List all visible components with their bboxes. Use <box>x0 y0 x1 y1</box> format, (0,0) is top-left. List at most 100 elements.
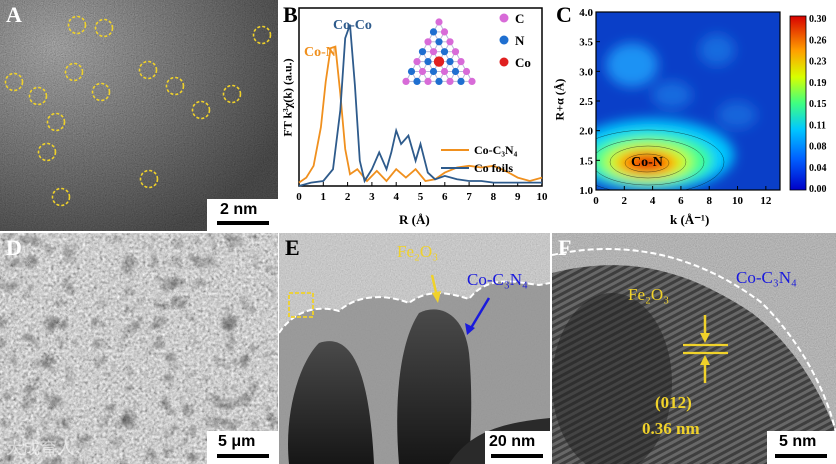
single-atom-marker <box>46 112 66 132</box>
structure-legend-dot <box>499 35 509 45</box>
colorbar-tick-label: 0.15 <box>809 99 827 110</box>
series-line-co-foils <box>298 24 542 187</box>
structure-legend-label: C <box>515 11 524 26</box>
structure-legend-dot <box>499 57 509 67</box>
peak-label-co-n: Co-N <box>304 45 336 60</box>
hrtem-image <box>552 233 836 464</box>
f-plane-label: (012) <box>655 393 692 412</box>
single-atom-marker <box>64 62 84 82</box>
x-tick-label: 4 <box>650 195 656 207</box>
panel-c-wavelet-transform: 0 2 4 6 8 10 12 1.0 1.5 2.0 2.5 3.0 3.5 4.0 0.30 0.26 0… <box>552 0 836 231</box>
y-tick-label: 3.0 <box>579 66 593 78</box>
plot-frame-b <box>298 7 543 187</box>
x-tick-label: 10 <box>732 195 744 207</box>
panel-f-scale-line <box>775 454 827 458</box>
tem-image <box>279 233 550 464</box>
c-xlabel: k (Å⁻¹) <box>670 212 710 227</box>
single-atom-marker <box>191 100 211 120</box>
structure-legend-label: Co <box>515 55 531 70</box>
co-atom <box>433 56 445 67</box>
single-atom-marker <box>37 142 57 162</box>
panel-f-label: F <box>558 235 572 260</box>
x-tick-label: 6 <box>442 191 448 203</box>
panel-f-hrtem-image: F Fe₂O₃ Co-C₃N₄ (012) 0.36 nm 5 nm <box>552 233 836 464</box>
x-tick-label: 8 <box>491 191 497 203</box>
x-tick-label: 8 <box>706 195 712 207</box>
c-hotspot-label: Co-N <box>631 155 663 170</box>
colorbar-tick-label: 0.26 <box>809 35 827 46</box>
e-c3n4-label: Co-C₃N₄ <box>467 270 528 289</box>
x-tick-label: 0 <box>296 191 302 203</box>
peak-label-co-co: Co-Co <box>333 18 372 33</box>
e-fe2o3-label: Fe₂O₃ <box>397 242 439 261</box>
x-tick-label: 7 <box>466 191 472 203</box>
single-atom-marker <box>51 187 71 207</box>
x-tick-label: 12 <box>760 195 772 207</box>
colorbar-tick-label: 0.19 <box>809 78 827 89</box>
panel-e-scale-line <box>491 454 543 458</box>
panel-d-scale-text: 5 μm <box>218 433 256 450</box>
c-ylabel: R+α (Å) <box>552 78 567 121</box>
x-tick-label: 6 <box>678 195 684 207</box>
c3n4-arrow <box>469 297 491 329</box>
colorbar-tick-label: 0.30 <box>809 14 827 25</box>
panel-d-sem-image: D 5 μm 大成育人 <box>0 233 278 464</box>
wavelet-transform-chart: 0 2 4 6 8 10 12 1.0 1.5 2.0 2.5 3.0 3.5 4.0 0.30 0.26 0… <box>579 7 827 207</box>
colorbar-tick-label: 0.04 <box>809 163 827 174</box>
single-atom-marker <box>4 72 24 92</box>
y-tick-label: 4.0 <box>579 7 593 19</box>
colorbar-tick-label: 0.23 <box>809 57 827 68</box>
colorbar-tick-label: 0.11 <box>809 120 826 131</box>
legend-entry: Co-C₃N₄ <box>474 143 518 157</box>
x-tick-label: 1 <box>321 191 327 203</box>
panel-f-scalebar-box: 5 nm <box>767 431 836 464</box>
y-tick-label: 2.5 <box>579 96 593 108</box>
single-atom-marker <box>67 15 87 35</box>
colorbar-tick-label: 0.08 <box>809 142 827 153</box>
b-ylabel: FT k³χ(k) (a.u.) <box>280 58 295 137</box>
panel-a-scalebar-box: 2 nm <box>207 199 278 231</box>
structure-legend-label: N <box>515 33 525 48</box>
y-tick-label: 2.0 <box>579 126 593 138</box>
b-xlabel: R (Å) <box>399 212 430 227</box>
x-tick-label: 2 <box>622 195 628 207</box>
y-tick-label: 1.5 <box>579 155 593 167</box>
x-tick-label: 0 <box>593 195 599 207</box>
panel-e-scalebar-box: 20 nm <box>485 431 550 464</box>
panel-a-haadf-image: A 2 nm <box>0 0 278 231</box>
panel-a-scale-line <box>217 221 269 225</box>
legend-entry: Co foils <box>474 161 513 175</box>
panel-f-scale-text: 5 nm <box>779 433 817 450</box>
panel-b-label: B <box>283 2 298 27</box>
single-atom-marker <box>28 86 48 106</box>
panel-c-label: C <box>556 2 572 27</box>
haadf-stem-image <box>0 0 278 231</box>
single-atom-marker <box>94 18 114 38</box>
ft-exafs-chart: 0 1 2 3 4 5 6 7 8 9 10 CN Co Co-C₃N₄ Co foils <box>296 7 549 203</box>
structure-legend-dot <box>499 13 509 23</box>
panel-d-scale-line <box>217 454 269 458</box>
y-tick-label: 1.0 <box>579 185 593 197</box>
panel-d-scalebar-box: 5 μm <box>207 431 278 464</box>
x-tick-label: 9 <box>515 191 521 203</box>
single-atom-marker <box>165 76 185 96</box>
panel-d-label: D <box>6 235 22 260</box>
sem-image <box>0 233 278 464</box>
x-tick-label: 4 <box>393 191 399 203</box>
f-c3n4-label: Co-C₃N₄ <box>736 268 797 287</box>
wavelet-heatmap <box>596 12 780 190</box>
x-tick-label: 5 <box>418 191 424 203</box>
watermark-text: 大成育人 <box>6 439 74 459</box>
single-atom-marker <box>139 169 159 189</box>
panel-e-label: E <box>285 235 300 260</box>
panel-e-scale-text: 20 nm <box>489 433 536 450</box>
x-tick-label: 10 <box>537 191 549 203</box>
single-atom-marker <box>138 60 158 80</box>
single-atom-marker <box>222 84 242 104</box>
f-fe2o3-label: Fe₂O₃ <box>628 285 670 304</box>
co-c3n4-structure-icon: CN Co <box>402 11 531 85</box>
x-tick-label: 3 <box>369 191 375 203</box>
panel-b-ft-exafs: 0 1 2 3 4 5 6 7 8 9 10 C N Co Co-C₃N₄ Co foils B Co-N… <box>279 0 550 231</box>
panel-a-label: A <box>6 2 22 27</box>
colorbar-tick-label: 0.00 <box>809 184 827 195</box>
